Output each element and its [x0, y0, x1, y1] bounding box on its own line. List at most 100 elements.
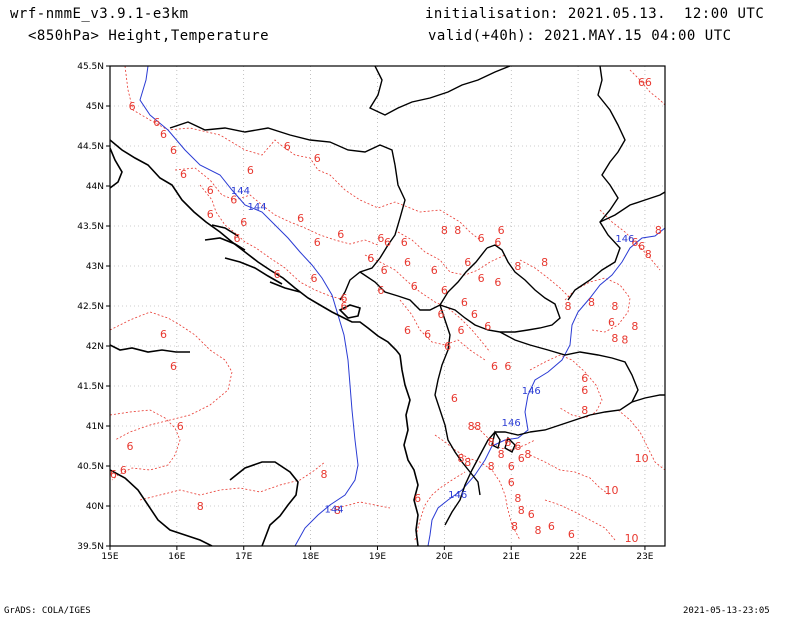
temperature-contour-label: 8: [441, 224, 448, 237]
border-albania-east: [434, 304, 481, 496]
initialisation-time: initialisation: 2021.05.13. 12:00 UTC: [425, 6, 765, 22]
height-contours: [139, 66, 665, 546]
italy-north-coast: [110, 344, 190, 353]
temperature-contour-label: 6: [314, 236, 321, 249]
temperature-contour-label: 6: [451, 392, 458, 405]
temperature-contour: [629, 69, 665, 106]
temperature-contour-label: 66: [638, 76, 652, 89]
temperature-contour-label: 6: [478, 232, 485, 245]
temperature-contour-label: 6: [153, 116, 160, 129]
temperature-contour-label: 6: [337, 228, 344, 241]
island: [224, 257, 283, 285]
temperature-contour: [174, 167, 379, 246]
island: [269, 281, 301, 293]
temperature-contour-label: 8: [611, 300, 618, 313]
temperature-contour-label: 6: [297, 212, 304, 225]
lon-tick-label: 15E: [101, 552, 118, 562]
lat-tick-label: 39.5N: [77, 542, 104, 552]
lat-tick-label: 42N: [86, 342, 104, 352]
temperature-contour-label: 8: [488, 460, 495, 473]
temperature-contour-label: 8: [511, 520, 518, 533]
temperature-contour-label: 6: [377, 232, 384, 245]
border-north-macedonia: [499, 331, 639, 433]
lat-tick-label: 40N: [86, 502, 104, 512]
temperature-contour: [617, 409, 665, 471]
temperature-contour-label: 6: [581, 372, 588, 385]
temperature-contour-label: 8: [534, 524, 541, 537]
temperature-contour-label: 8: [645, 248, 652, 261]
temperature-contour-label: 8: [621, 334, 628, 347]
temperature-contour-label: 6: [404, 256, 411, 269]
lat-tick-label: 45N: [86, 102, 104, 112]
lon-tick-label: 20E: [436, 552, 453, 562]
temperature-contour-label: 6: [608, 316, 615, 329]
lon-tick-label: 17E: [235, 552, 252, 562]
temperature-contour-label: 8: [454, 224, 461, 237]
temperature-contour-label: 6: [508, 476, 515, 489]
footer-credit: GrADS: COLA/IGES: [4, 606, 91, 616]
temperature-contour-label: 6: [180, 168, 187, 181]
temperature-contour-label: 6: [110, 468, 117, 481]
temperature-contour: [364, 254, 491, 353]
italy-coast: [110, 469, 213, 546]
temperature-contour-label: 6: [548, 520, 555, 533]
temperature-contour: [469, 424, 536, 451]
border-croatia-north: [169, 121, 396, 166]
temperature-contour-label: 6: [127, 440, 134, 453]
albania-coast: [399, 354, 419, 546]
border-kosovo: [486, 244, 561, 333]
temperature-contour-label: 8: [468, 420, 475, 433]
border-bulgaria-greece: [631, 394, 665, 403]
temperature-contour-label: 6: [170, 360, 177, 373]
temperature-contour-label: 6: [411, 280, 418, 293]
footer-timestamp: 2021-05-13-23:05: [683, 606, 770, 616]
temperature-contour-label: 6: [129, 100, 136, 113]
temperature-contour: [544, 499, 616, 541]
temperature-contour-label: 6: [240, 216, 247, 229]
lat-tick-label: 42.5N: [77, 302, 104, 312]
temperature-contour-label: 8: [458, 452, 465, 465]
temperature-contour-label: 6: [414, 492, 421, 505]
temperature-contour-label: 6: [504, 436, 511, 449]
temperature-contour-label: 6: [247, 164, 254, 177]
temperature-contour: [529, 354, 603, 419]
temperature-contour-label: 6: [508, 460, 515, 473]
temperature-contour-label: 8: [197, 500, 204, 513]
height-contour-label: 144: [231, 186, 250, 197]
height-contour-146: [427, 227, 665, 546]
lat-tick-label: 45.5N: [77, 62, 104, 72]
lat-tick-label: 41.5N: [77, 382, 104, 392]
border-hungary: [368, 66, 511, 116]
border-serbia-east: [567, 66, 626, 301]
temperature-contour-label: 6: [284, 140, 291, 153]
temperature-contour-label: 6: [207, 184, 214, 197]
temperature-contour-label: 6: [498, 224, 505, 237]
lon-tick-label: 23E: [636, 552, 653, 562]
height-contour-label: 144: [324, 504, 343, 515]
temperature-contour-label: 6: [384, 236, 391, 249]
temperature-contour: [529, 454, 611, 496]
temperature-contour-label: 6: [207, 208, 214, 221]
temperature-contour-label: 6: [461, 296, 468, 309]
height-contour-label: 146: [502, 418, 521, 429]
temperature-contour-label: 6: [494, 276, 501, 289]
temperature-contour-label: 6: [437, 308, 444, 321]
temperature-contour-label: 6: [377, 284, 384, 297]
temperature-contour-label: 10: [605, 484, 619, 497]
fields-subtitle: <850hPa> Height,Temperature: [28, 28, 270, 44]
temperature-contour: [414, 471, 466, 541]
temperature-contour-label: 8: [498, 448, 505, 461]
height-contour-label: 146: [448, 490, 467, 501]
temperature-contour-label: 8: [464, 456, 471, 469]
temperature-contour-label: 10: [635, 452, 649, 465]
temperature-contour-label: 6: [381, 264, 388, 277]
lat-tick-label: 41N: [86, 422, 104, 432]
temperature-contour-label: 6: [401, 236, 408, 249]
temperature-contour-label: 10: [625, 532, 639, 545]
lat-tick-label: 44N: [86, 182, 104, 192]
axis-ticks: 15E 16E 17E 18E 19E 20E 21E 22E 23E 39.5N 40N 40.5N…: [77, 62, 654, 562]
coastline: [110, 139, 419, 546]
height-labels: 144 144 144 146 146 146 146: [231, 186, 635, 515]
temperature-contour: [399, 299, 486, 361]
